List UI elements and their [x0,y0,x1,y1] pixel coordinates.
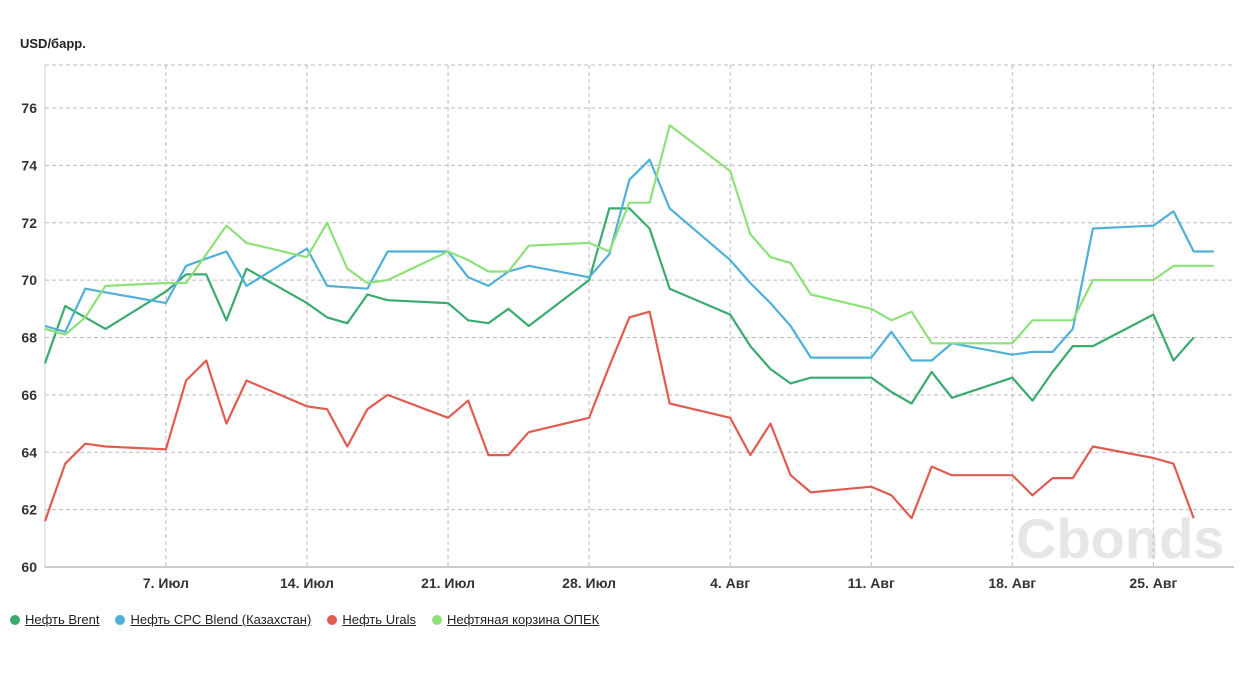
watermark-logo: Cbonds [1016,507,1224,570]
legend-label: Нефть Brent [25,612,100,627]
x-tick-label: 11. Авг [848,575,895,591]
x-axis-ticks: 7. Июл 14. Июл 21. Июл 28. Июл 4. Авг 11. Авг… [143,575,1178,591]
legend-item-1[interactable]: Нефть CPC Blend (Казахстан) [115,612,311,627]
x-tick-label: 25. Авг [1129,575,1177,591]
y-tick-label: 66 [21,387,37,403]
legend-item-2[interactable]: Нефть Urals [327,612,416,627]
legend-item-0[interactable]: Нефть Brent [10,612,99,627]
legend: Нефть Brent Нефть CPC Blend (Казахстан) Не… [10,612,599,627]
x-tick-label: 14. Июл [280,575,334,591]
series-line-3 [44,124,1214,345]
series-line-1 [44,158,1214,362]
y-tick-label: 70 [21,272,37,288]
y-tick-label: 76 [21,100,37,116]
y-tick-label: 60 [21,559,37,575]
y-axis-label: USD/барр. [20,36,86,51]
y-tick-label: 68 [21,330,37,346]
legend-item-3[interactable]: Нефтяная корзина ОПЕК [432,612,599,627]
x-tick-label: 28. Июл [562,575,616,591]
series-lines [43,124,1214,522]
y-tick-label: 62 [21,502,37,518]
y-tick-label: 72 [21,215,37,231]
series-line-0 [43,207,1195,405]
x-tick-label: 21. Июл [421,575,475,591]
x-tick-label: 18. Авг [988,575,1036,591]
x-tick-label: 4. Авг [710,575,750,591]
legend-label: Нефть Urals [342,612,417,627]
y-axis-ticks: 60 62 64 66 68 70 72 74 76 [21,100,37,575]
legend-dot-icon [10,614,20,625]
x-tick-label: 7. Июл [143,575,189,591]
legend-dot-icon [327,614,338,625]
legend-dot-icon [115,614,126,625]
legend-label: Нефтяная корзина ОПЕК [447,612,600,627]
legend-label: Нефть CPC Blend (Казахстан) [130,612,312,627]
series-line-2 [43,310,1195,522]
legend-dot-icon [432,614,443,625]
y-tick-label: 74 [21,157,37,173]
y-tick-label: 64 [21,444,37,460]
